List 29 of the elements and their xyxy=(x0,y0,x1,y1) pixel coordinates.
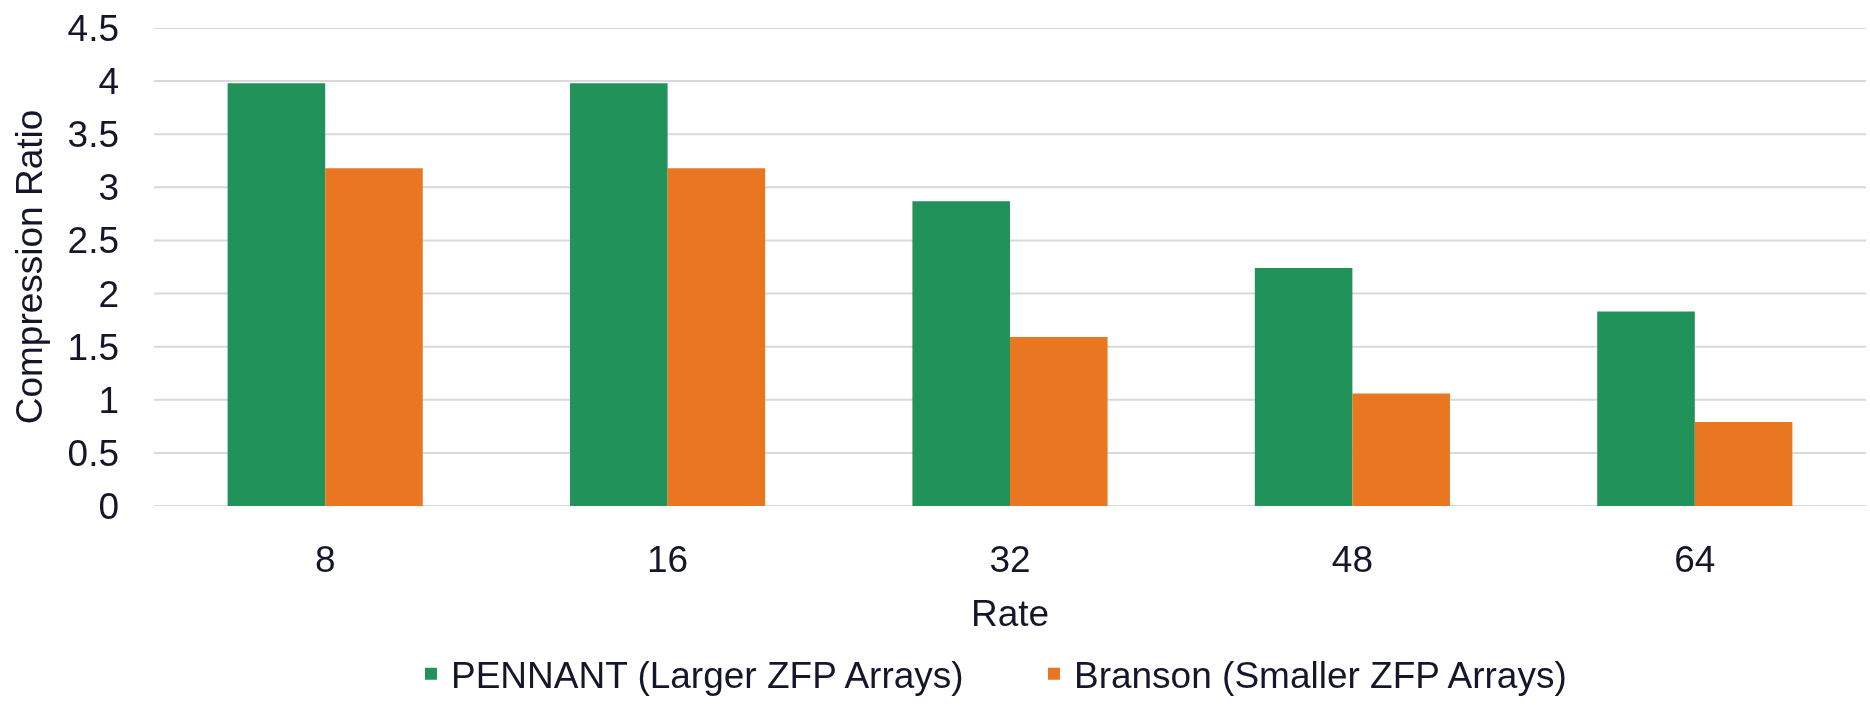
bar xyxy=(667,168,766,506)
bar xyxy=(570,83,668,506)
y-axis-title: Compression Ratio xyxy=(9,109,51,425)
y-tick-label: 4.5 xyxy=(67,7,119,49)
x-tick-label: 48 xyxy=(1331,539,1373,580)
bar xyxy=(1010,337,1108,506)
bar xyxy=(1694,422,1793,506)
x-tick-label: 16 xyxy=(647,539,689,580)
x-tick-label: 8 xyxy=(314,539,336,580)
y-tick-label: 0 xyxy=(98,485,119,527)
bar xyxy=(1597,311,1695,506)
x-tick-label: 64 xyxy=(1674,539,1716,580)
y-tick-label: 4 xyxy=(98,61,119,103)
bar xyxy=(227,83,326,506)
y-tick-label: 0.5 xyxy=(67,432,119,474)
y-tick-label: 1 xyxy=(98,379,119,421)
bar xyxy=(912,201,1010,506)
y-tick-label: 2.5 xyxy=(67,220,119,262)
x-tick-label: 32 xyxy=(989,539,1031,580)
x-axis-title: Rate xyxy=(970,593,1050,635)
y-tick-label: 1.5 xyxy=(67,326,119,368)
legend-label: Branson (Smaller ZFP Arrays) xyxy=(1073,655,1567,697)
y-tick-label: 3 xyxy=(98,167,119,209)
bar xyxy=(1352,393,1450,506)
bar xyxy=(1254,268,1353,506)
y-tick-label: 3.5 xyxy=(67,114,119,156)
y-tick-label: 2 xyxy=(98,273,119,315)
bar xyxy=(325,168,423,506)
legend-label: PENNANT (Larger ZFP Arrays) xyxy=(450,655,964,697)
